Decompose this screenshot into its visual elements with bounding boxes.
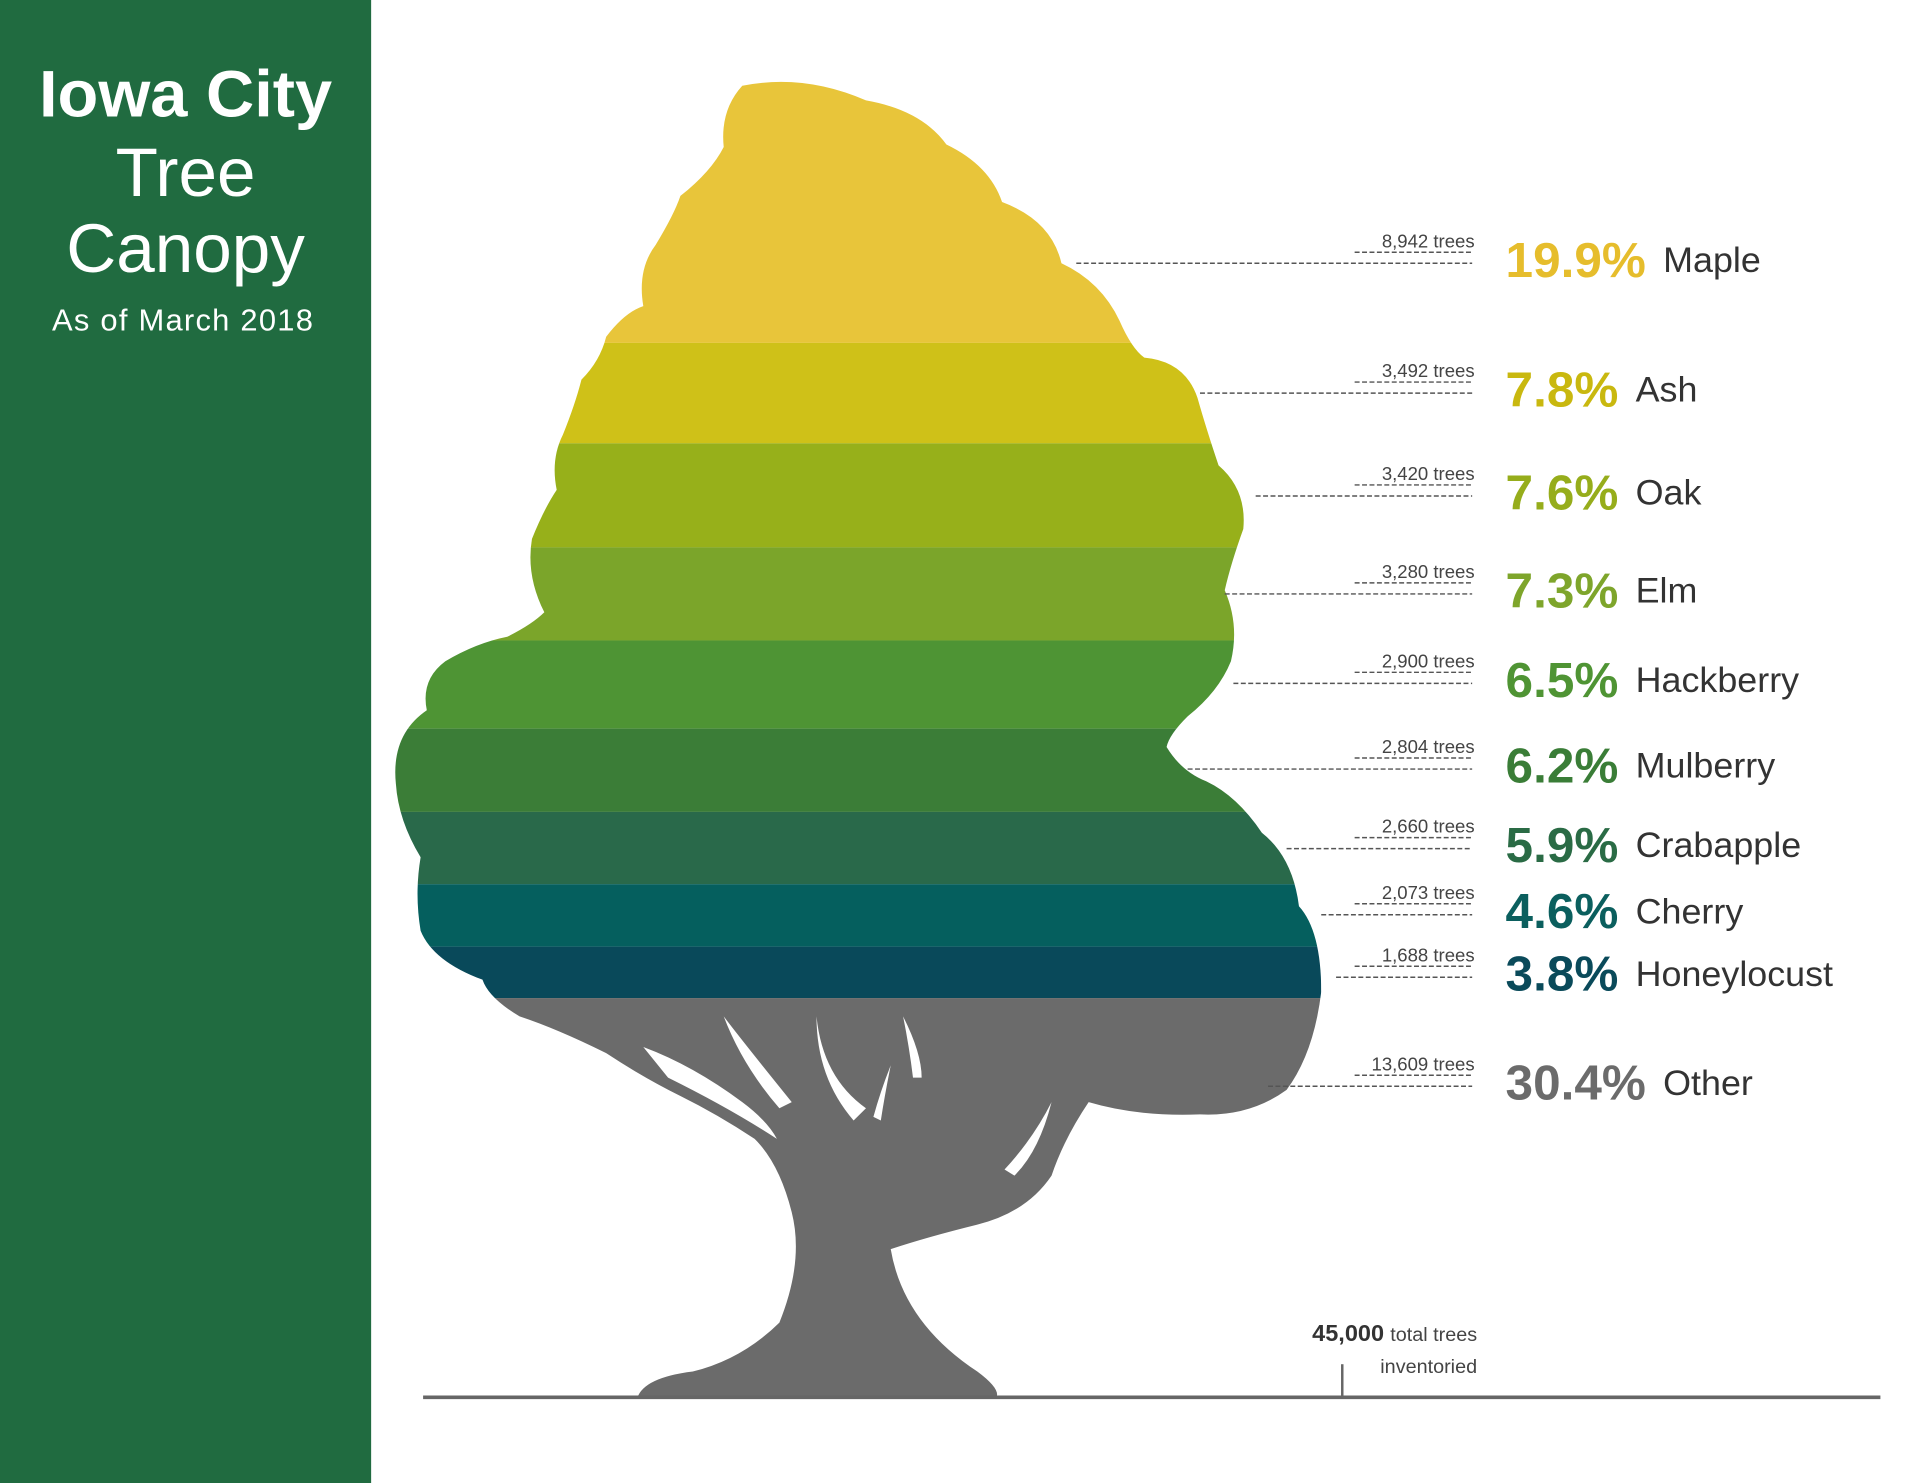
tree-band bbox=[395, 884, 1322, 947]
total-label: total trees bbox=[1390, 1324, 1477, 1346]
percent: 7.3% bbox=[1506, 564, 1619, 619]
species-name: Honeylocust bbox=[1636, 954, 1833, 994]
species-name: Elm bbox=[1636, 571, 1698, 611]
species-name: Cherry bbox=[1636, 892, 1744, 932]
tree-count: 2,900 trees bbox=[1382, 650, 1475, 671]
percent: 3.8% bbox=[1506, 947, 1619, 1002]
tree-count: 3,280 trees bbox=[1382, 561, 1475, 582]
tree-count: 3,420 trees bbox=[1382, 463, 1475, 484]
sidebar bbox=[0, 0, 372, 1483]
total-text: 45,000 total trees bbox=[1312, 1320, 1477, 1346]
percent: 4.6% bbox=[1506, 884, 1619, 939]
species-name: Maple bbox=[1663, 240, 1761, 280]
tree-count: 3,492 trees bbox=[1382, 360, 1475, 381]
title-line: Tree bbox=[116, 134, 256, 211]
tree-band bbox=[395, 640, 1322, 729]
percent: 5.9% bbox=[1506, 818, 1619, 873]
tree-count: 1,688 trees bbox=[1382, 944, 1475, 965]
tree-band bbox=[395, 946, 1322, 999]
species-name: Crabapple bbox=[1636, 825, 1802, 865]
species-name: Oak bbox=[1636, 473, 1702, 513]
percent: 7.6% bbox=[1506, 466, 1619, 521]
tree-band bbox=[395, 547, 1322, 641]
tree-count: 13,609 trees bbox=[1372, 1053, 1475, 1074]
species-name: Ash bbox=[1636, 370, 1698, 410]
species-name: Other bbox=[1663, 1063, 1753, 1103]
percent: 19.9% bbox=[1506, 233, 1646, 288]
labels: 8,942 trees 19.9% Maple 3,492 trees 7.8% Ash 3… bbox=[1076, 230, 1833, 1111]
tree-count: 2,804 trees bbox=[1382, 736, 1475, 757]
total-count: 45,000 bbox=[1312, 1320, 1384, 1346]
species-name: Hackberry bbox=[1636, 660, 1800, 700]
tree-count: 8,942 trees bbox=[1382, 230, 1475, 251]
percent: 30.4% bbox=[1506, 1056, 1646, 1111]
tree-band bbox=[395, 811, 1322, 885]
percent: 7.8% bbox=[1506, 363, 1619, 418]
species-name: Mulberry bbox=[1636, 746, 1776, 786]
tree-band bbox=[395, 728, 1322, 812]
percent: 6.5% bbox=[1506, 653, 1619, 708]
tree-band bbox=[395, 443, 1322, 548]
branch-gaps bbox=[643, 1016, 1052, 1176]
percent: 6.2% bbox=[1506, 739, 1619, 794]
tree-band bbox=[395, 81, 1322, 343]
tree-count: 2,660 trees bbox=[1382, 816, 1475, 837]
subtitle: As of March 2018 bbox=[52, 303, 314, 338]
title-line: Iowa City bbox=[39, 58, 332, 132]
total-label: inventoried bbox=[1380, 1356, 1477, 1378]
tree bbox=[395, 81, 1322, 1399]
tree-count: 2,073 trees bbox=[1382, 882, 1475, 903]
tree-band bbox=[395, 998, 1322, 1399]
title-line: Canopy bbox=[66, 210, 305, 287]
